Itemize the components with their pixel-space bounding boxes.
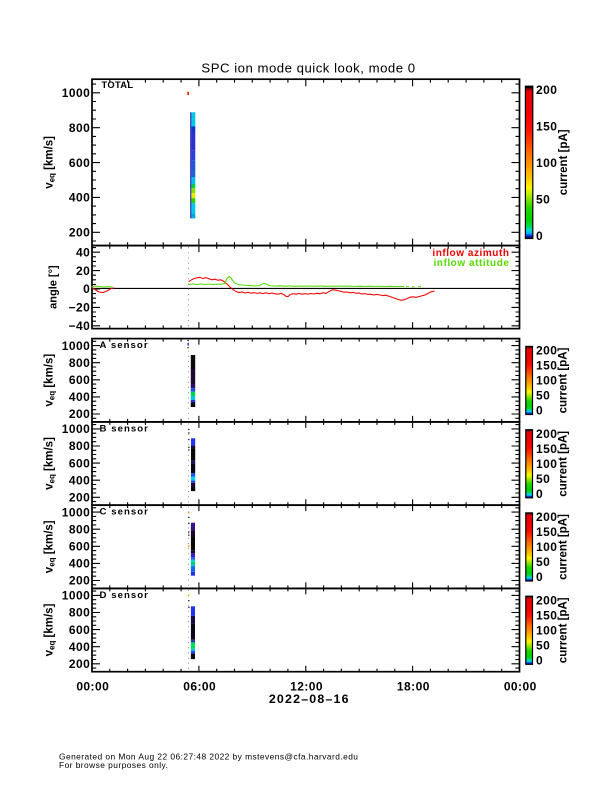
svg-text:400: 400 (69, 640, 90, 654)
svg-text:200: 200 (536, 344, 557, 358)
svg-text:1000: 1000 (62, 422, 91, 436)
svg-text:angle [°]: angle [°] (48, 265, 60, 309)
svg-text:current [pA]: current [pA] (558, 514, 570, 580)
svg-text:veq [km/s]: veq [km/s] (44, 136, 57, 189)
svg-text:For browse purposes only.: For browse purposes only. (59, 760, 168, 770)
svg-text:400: 400 (69, 390, 90, 404)
svg-text:600: 600 (69, 156, 90, 170)
svg-text:current [pA]: current [pA] (558, 597, 570, 663)
svg-text:50: 50 (536, 472, 550, 486)
svg-text:0: 0 (536, 487, 543, 501)
svg-text:200: 200 (69, 407, 90, 421)
svg-text:current [pA]: current [pA] (558, 129, 570, 195)
svg-text:B sensor: B sensor (100, 423, 149, 434)
svg-text:1000: 1000 (62, 339, 91, 353)
svg-text:−40: −40 (69, 319, 91, 333)
svg-text:600: 600 (69, 540, 90, 554)
svg-text:400: 400 (69, 557, 90, 571)
svg-text:C sensor: C sensor (100, 507, 149, 518)
svg-text:1000: 1000 (62, 589, 91, 603)
svg-text:100: 100 (536, 374, 557, 388)
svg-text:50: 50 (536, 193, 550, 207)
svg-text:600: 600 (69, 456, 90, 470)
svg-text:current [pA]: current [pA] (558, 347, 570, 413)
svg-text:800: 800 (69, 606, 90, 620)
svg-text:40: 40 (76, 245, 90, 259)
svg-text:200: 200 (536, 427, 557, 441)
svg-text:1000: 1000 (62, 505, 91, 519)
svg-text:inflow azimuth: inflow azimuth (432, 248, 509, 259)
svg-text:100: 100 (536, 624, 557, 638)
svg-text:800: 800 (69, 522, 90, 536)
svg-text:Generated on Mon Aug 22 06:27:: Generated on Mon Aug 22 06:27:48 2022 by… (59, 752, 358, 762)
svg-text:150: 150 (536, 525, 557, 539)
svg-text:100: 100 (536, 540, 557, 554)
svg-text:D sensor: D sensor (100, 590, 149, 601)
svg-text:1000: 1000 (62, 86, 91, 100)
svg-text:veq [km/s]: veq [km/s] (44, 520, 57, 573)
svg-text:150: 150 (536, 442, 557, 456)
svg-text:150: 150 (536, 120, 557, 134)
svg-text:200: 200 (69, 226, 90, 240)
svg-text:00:00: 00:00 (76, 680, 109, 694)
svg-text:0: 0 (536, 654, 543, 668)
svg-text:−20: −20 (69, 301, 91, 315)
svg-text:0: 0 (536, 229, 543, 243)
svg-text:20: 20 (76, 264, 90, 278)
svg-text:00:00: 00:00 (504, 680, 537, 694)
svg-text:TOTAL: TOTAL (102, 80, 134, 90)
svg-text:0: 0 (536, 570, 543, 584)
svg-text:50: 50 (536, 555, 550, 569)
svg-text:200: 200 (69, 491, 90, 505)
svg-text:100: 100 (536, 457, 557, 471)
svg-text:400: 400 (69, 191, 90, 205)
svg-text:veq [km/s]: veq [km/s] (44, 354, 57, 407)
svg-text:50: 50 (536, 639, 550, 653)
svg-text:50: 50 (536, 389, 550, 403)
svg-text:0: 0 (83, 282, 90, 296)
svg-text:06:00: 06:00 (183, 680, 216, 694)
svg-text:current [pA]: current [pA] (558, 431, 570, 497)
svg-text:inflow attitude: inflow attitude (433, 258, 509, 269)
svg-text:800: 800 (69, 356, 90, 370)
svg-text:veq [km/s]: veq [km/s] (44, 603, 57, 656)
svg-text:800: 800 (69, 439, 90, 453)
svg-text:400: 400 (69, 473, 90, 487)
svg-text:150: 150 (536, 609, 557, 623)
svg-text:A sensor: A sensor (100, 340, 149, 351)
svg-text:100: 100 (536, 156, 557, 170)
svg-text:SPC ion mode quick look, mode: SPC ion mode quick look, mode 0 (201, 61, 415, 76)
svg-text:600: 600 (69, 373, 90, 387)
svg-text:2022–08–16: 2022–08–16 (269, 692, 350, 706)
svg-text:200: 200 (536, 83, 557, 97)
svg-text:150: 150 (536, 359, 557, 373)
svg-text:800: 800 (69, 121, 90, 135)
svg-text:12:00: 12:00 (290, 680, 323, 694)
svg-text:200: 200 (536, 594, 557, 608)
svg-text:200: 200 (69, 574, 90, 588)
svg-text:18:00: 18:00 (397, 680, 430, 694)
svg-text:veq [km/s]: veq [km/s] (44, 437, 57, 490)
svg-text:200: 200 (536, 510, 557, 524)
svg-text:0: 0 (536, 404, 543, 418)
svg-text:200: 200 (69, 657, 90, 671)
svg-text:600: 600 (69, 623, 90, 637)
